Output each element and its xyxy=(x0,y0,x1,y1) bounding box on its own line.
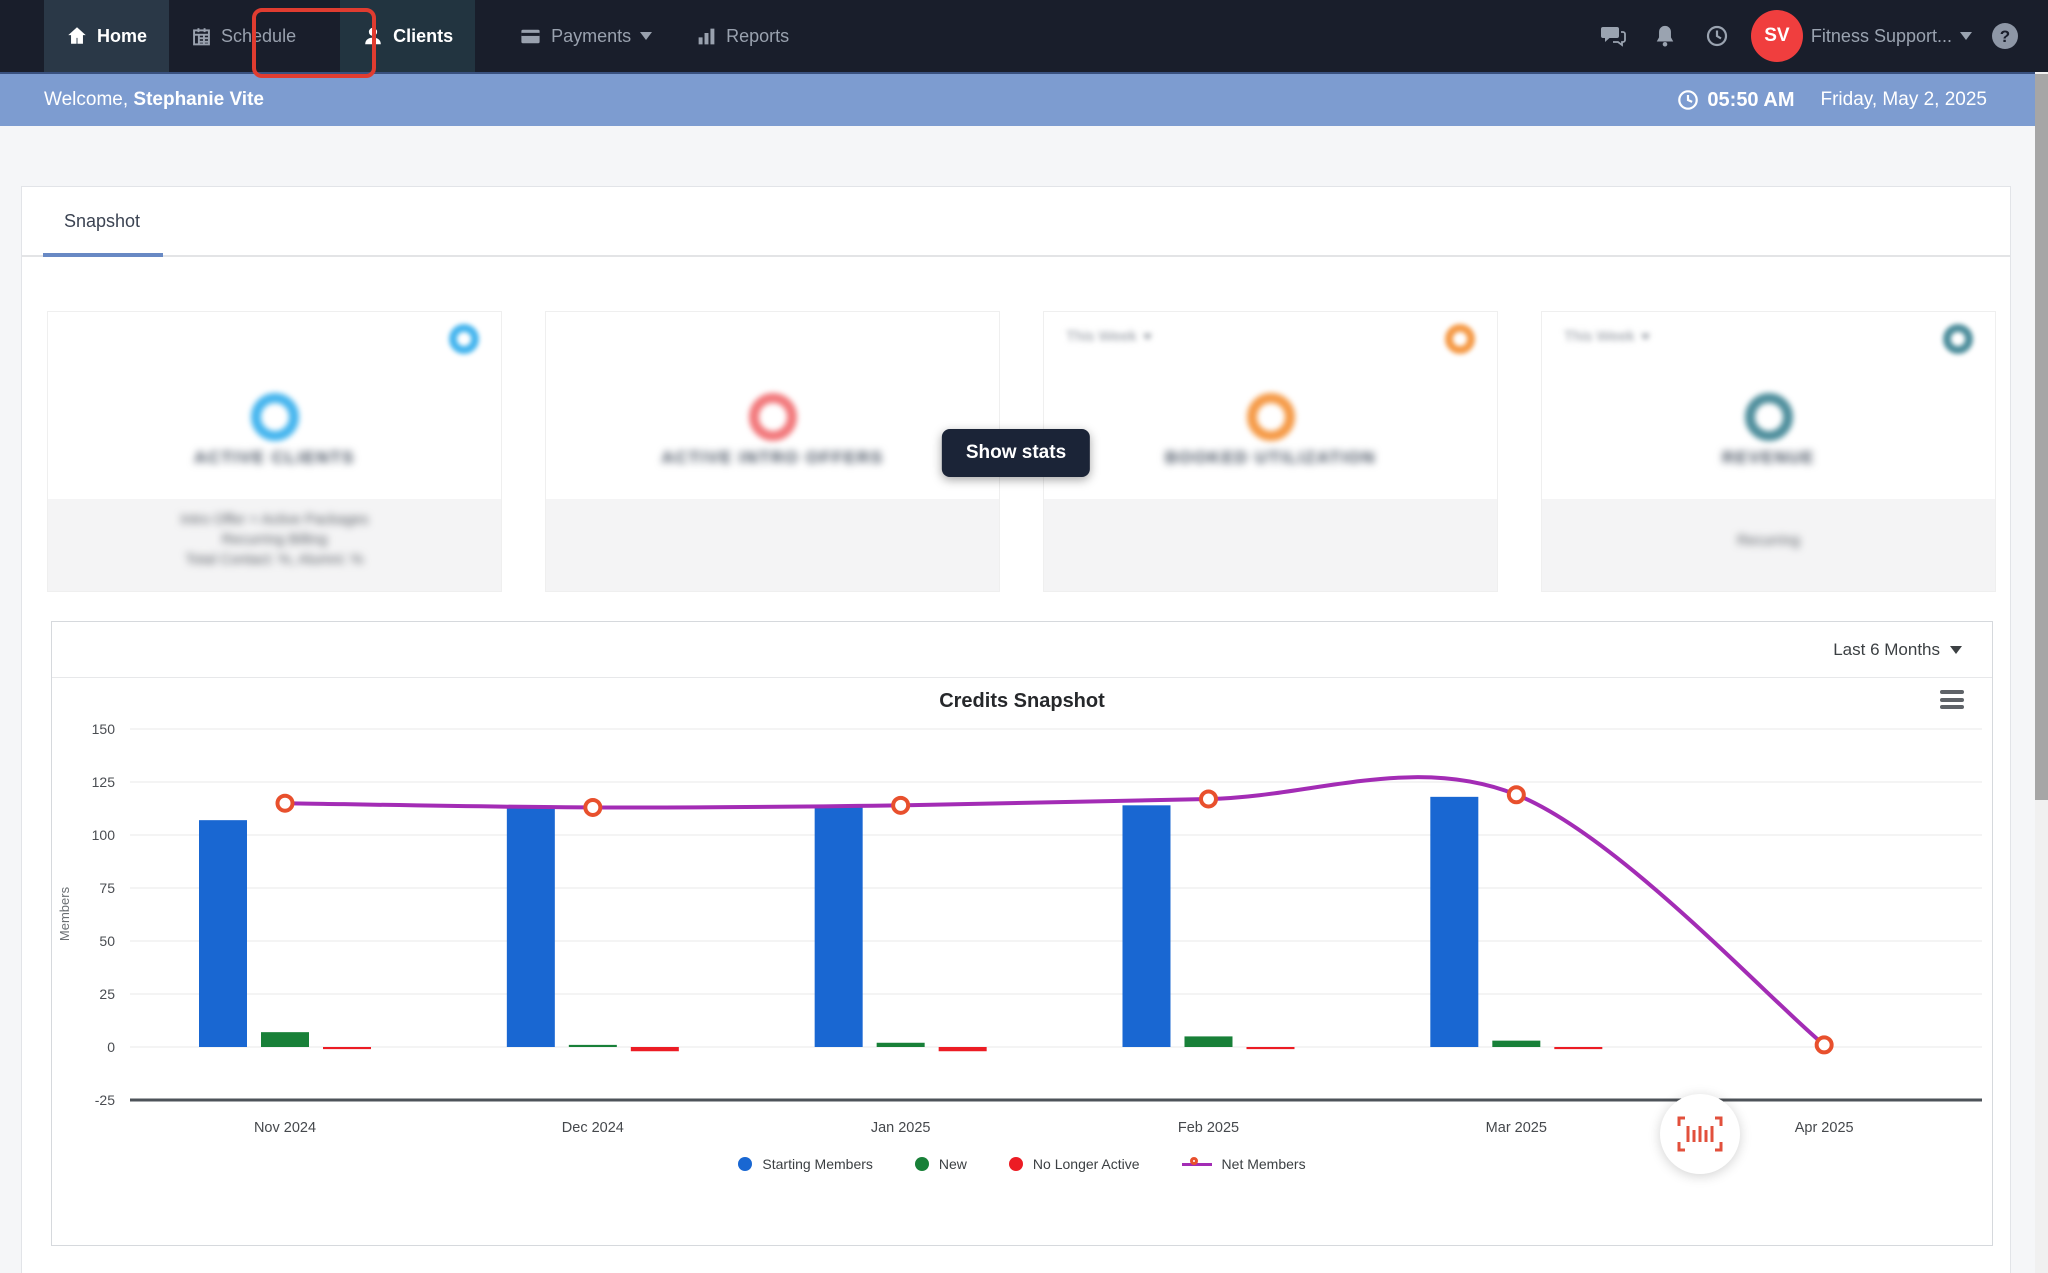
legend-dot-icon xyxy=(738,1157,753,1171)
svg-text:Members: Members xyxy=(57,886,72,941)
caret-down-icon xyxy=(1142,333,1152,340)
credits-snapshot-card: Last 6 Months Credits Snapshot 150 125 100… xyxy=(51,621,1993,1246)
legend-item: No Longer Active xyxy=(1008,1156,1140,1172)
chart-header: Last 6 Months xyxy=(52,622,1992,678)
svg-text:Nov 2024: Nov 2024 xyxy=(254,1120,316,1136)
nav-item-payments[interactable]: Payments xyxy=(497,0,674,72)
settings-gear-icon[interactable] xyxy=(1943,324,1973,354)
org-name: Fitness Support... xyxy=(1810,25,1952,46)
org-switcher[interactable]: Fitness Support... xyxy=(1803,26,1982,47)
caret-down-icon xyxy=(640,32,653,40)
donut-icon xyxy=(250,393,299,441)
user-name: Stephanie Vite xyxy=(133,89,264,110)
tab-snapshot[interactable]: Snapshot xyxy=(64,210,141,231)
svg-text:Jan 2025: Jan 2025 xyxy=(871,1120,931,1136)
home-icon xyxy=(68,27,86,44)
nav-item-label: Schedule xyxy=(221,25,297,46)
show-stats-button[interactable]: Show stats xyxy=(941,429,1091,477)
donut-icon xyxy=(1246,393,1295,441)
card-title: BOOKED UTILIZATION xyxy=(1165,448,1376,467)
range-dropdown[interactable]: Last 6 Months xyxy=(1833,640,1962,660)
welcome-bar: Welcome, Stephanie Vite 05:50 AM Friday,… xyxy=(0,72,2035,126)
legend-label: New xyxy=(938,1156,967,1172)
donut-icon xyxy=(748,393,797,441)
nav-item-label: Clients xyxy=(393,25,454,46)
svg-text:100: 100 xyxy=(92,827,116,843)
chart-menu-icon[interactable] xyxy=(1940,690,1966,712)
chart-title: Credits Snapshot xyxy=(939,690,1105,712)
period-dropdown[interactable]: This Week xyxy=(1066,328,1152,345)
svg-text:0: 0 xyxy=(107,1039,115,1055)
barcode-scan-button[interactable] xyxy=(1660,1094,1740,1174)
svg-text:Feb 2025: Feb 2025 xyxy=(1178,1120,1239,1136)
svg-text:125: 125 xyxy=(92,774,116,790)
tab-bar: Snapshot xyxy=(22,187,2010,257)
svg-text:Apr 2025: Apr 2025 xyxy=(1795,1120,1854,1136)
nav-item-reports[interactable]: Reports xyxy=(674,0,811,72)
card-title: ACTIVE INTRO OFFERS xyxy=(661,448,884,467)
caret-down-icon xyxy=(1640,333,1650,340)
welcome-message: Welcome, Stephanie Vite xyxy=(44,89,264,110)
card-footer xyxy=(546,499,999,591)
barcode-scan-icon xyxy=(1677,1116,1723,1152)
legend-item: New xyxy=(914,1156,967,1172)
history-clock-icon[interactable] xyxy=(1691,0,1743,72)
legend-label: Starting Members xyxy=(762,1156,873,1172)
svg-text:50: 50 xyxy=(99,933,115,949)
card-footer xyxy=(1044,499,1497,591)
notifications-bell-icon[interactable] xyxy=(1639,0,1691,72)
top-navbar: Home Schedule Clients Payments Reports xyxy=(0,0,2048,72)
donut-icon xyxy=(1744,393,1793,441)
svg-text:Dec 2024: Dec 2024 xyxy=(562,1120,624,1136)
scrollbar-thumb[interactable] xyxy=(2035,74,2048,800)
snapshot-panel: Snapshot ACTIVE CLIENTS Intro Offer + Ac… xyxy=(21,186,2011,1273)
card-footer: Recurring xyxy=(1542,499,1995,591)
legend-item: Net Members xyxy=(1181,1156,1306,1172)
stat-cards-row: ACTIVE CLIENTS Intro Offer + Active Pack… xyxy=(47,311,1998,592)
card-footer: Intro Offer + Active Packages Recurring … xyxy=(48,499,501,591)
legend-dot-icon xyxy=(914,1157,929,1171)
avatar[interactable]: SV xyxy=(1750,10,1803,62)
nav-item-label: Home xyxy=(97,25,148,46)
payments-card-icon xyxy=(521,29,540,43)
schedule-calendar-icon xyxy=(193,27,210,45)
reports-chart-icon xyxy=(698,28,715,44)
chart-legend: Starting Members New No Longer Active Net M… xyxy=(52,1156,1992,1172)
card-title: ACTIVE CLIENTS xyxy=(194,448,355,467)
caret-down-icon xyxy=(1960,32,1972,40)
stat-card-booked-utilization[interactable]: This Week BOOKED UTILIZATION xyxy=(1043,311,1498,592)
help-icon[interactable]: ? xyxy=(1982,0,2028,72)
clients-person-icon xyxy=(365,27,381,45)
svg-text:-25: -25 xyxy=(95,1092,115,1108)
tab-active-underline xyxy=(43,253,163,257)
legend-net-members-icon xyxy=(1181,1157,1212,1171)
svg-text:25: 25 xyxy=(99,986,115,1002)
legend-label: No Longer Active xyxy=(1032,1156,1140,1172)
settings-gear-icon[interactable] xyxy=(449,324,479,354)
stat-card-active-clients[interactable]: ACTIVE CLIENTS Intro Offer + Active Pack… xyxy=(47,311,502,592)
svg-text:?: ? xyxy=(2000,27,2010,46)
current-time: 05:50 AM xyxy=(1677,89,1794,112)
settings-gear-icon[interactable] xyxy=(1445,324,1475,354)
nav-item-home[interactable]: Home xyxy=(44,0,170,72)
stat-card-active-intro-offers[interactable]: ACTIVE INTRO OFFERS xyxy=(545,311,1000,592)
credits-snapshot-chart: 150 125 100 75 50 25 0 -25 Members Nov 2024 Dec 20… xyxy=(57,721,1982,1136)
legend-label: Net Members xyxy=(1221,1156,1306,1172)
clock-icon xyxy=(1678,90,1699,110)
svg-text:75: 75 xyxy=(99,880,115,896)
card-title: REVENUE xyxy=(1722,448,1815,467)
nav-item-clients[interactable]: Clients xyxy=(340,0,476,72)
svg-text:Mar 2025: Mar 2025 xyxy=(1486,1120,1547,1136)
chat-icon[interactable] xyxy=(1587,0,1639,72)
legend-dot-icon xyxy=(1008,1157,1023,1171)
legend-item: Starting Members xyxy=(738,1156,873,1172)
svg-text:150: 150 xyxy=(92,721,116,737)
nav-item-label: Reports xyxy=(726,25,790,46)
period-dropdown[interactable]: This Week xyxy=(1564,328,1650,345)
stat-card-revenue[interactable]: This Week REVENUE Recurring xyxy=(1541,311,1996,592)
caret-down-icon xyxy=(1950,645,1962,654)
current-date: Friday, May 2, 2025 xyxy=(1820,89,1987,110)
nav-item-schedule[interactable]: Schedule xyxy=(169,0,318,72)
nav-item-label: Payments xyxy=(551,25,632,46)
